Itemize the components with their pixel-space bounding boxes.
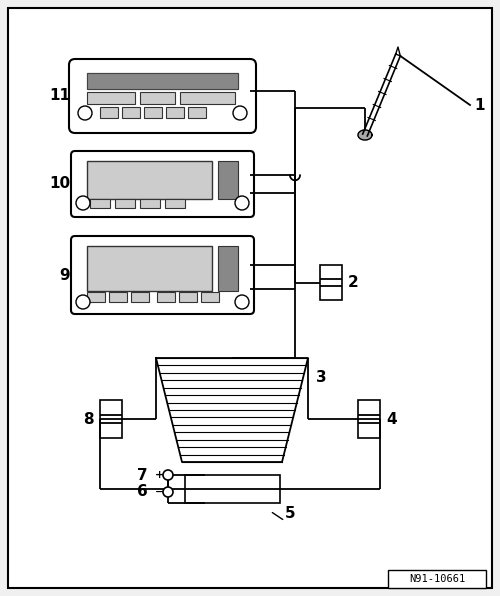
Text: 1: 1 [474, 98, 484, 113]
Bar [180, 92, 235, 104]
Bar [87, 92, 135, 104]
Circle shape [235, 295, 249, 309]
Bar [122, 107, 140, 118]
Bar [87, 161, 212, 199]
Bar [320, 265, 342, 300]
Bar [131, 292, 149, 302]
Bar [100, 107, 118, 118]
Polygon shape [358, 130, 372, 140]
Text: +: + [156, 470, 164, 480]
Bar [90, 199, 110, 208]
Text: 5: 5 [285, 505, 296, 520]
Bar [144, 107, 162, 118]
Bar [87, 292, 105, 302]
Bar [87, 73, 238, 89]
Circle shape [76, 295, 90, 309]
Bar [188, 107, 206, 118]
Circle shape [163, 470, 173, 480]
FancyBboxPatch shape [71, 236, 254, 314]
Bar [166, 107, 184, 118]
Bar [388, 570, 486, 588]
Circle shape [233, 106, 247, 120]
FancyBboxPatch shape [69, 59, 256, 133]
Bar [157, 292, 175, 302]
Text: 7: 7 [138, 467, 148, 483]
Text: N91-10661: N91-10661 [409, 574, 465, 584]
Text: 11: 11 [49, 88, 70, 104]
Circle shape [235, 196, 249, 210]
Text: 10: 10 [49, 176, 70, 191]
Bar [109, 292, 127, 302]
Bar [201, 292, 219, 302]
Text: 9: 9 [60, 268, 70, 283]
Text: 3: 3 [316, 371, 326, 386]
Bar [87, 246, 212, 291]
Bar [87, 73, 238, 89]
Bar [115, 199, 135, 208]
Circle shape [163, 487, 173, 497]
Bar [140, 199, 160, 208]
Text: −: − [156, 487, 164, 497]
Text: 8: 8 [84, 411, 94, 427]
FancyBboxPatch shape [71, 151, 254, 217]
Bar [100, 400, 122, 438]
Bar [358, 400, 380, 438]
Text: 6: 6 [137, 485, 148, 499]
Circle shape [76, 196, 90, 210]
Bar [179, 292, 197, 302]
Bar [185, 475, 280, 503]
Circle shape [78, 106, 92, 120]
Bar [218, 161, 238, 199]
Bar [165, 199, 185, 208]
Text: 4: 4 [386, 411, 396, 427]
Bar [140, 92, 175, 104]
Bar [218, 246, 238, 291]
Text: 2: 2 [348, 275, 359, 290]
